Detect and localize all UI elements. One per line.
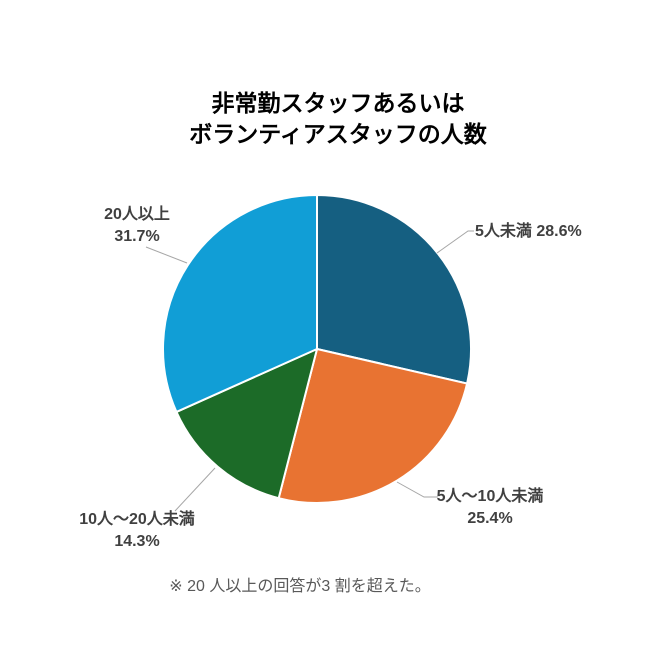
slice-label-value: 25.4% bbox=[467, 510, 513, 527]
slice-label-5-to-10: 5人〜10人未満 25.4% bbox=[399, 486, 581, 530]
chart-title: 非常勤スタッフあるいは ボランティアスタッフの人数 bbox=[13, 88, 663, 150]
leader-line-over-20 bbox=[145, 246, 188, 264]
slice-label-value: 31.7% bbox=[114, 228, 160, 245]
pie-slice-10-to-20 bbox=[175, 348, 318, 500]
chart-title-line-1: 非常勤スタッフあるいは bbox=[211, 90, 465, 116]
leader-line-10-to-20 bbox=[174, 467, 216, 512]
slice-label-under-5: 5人未満 28.6% bbox=[475, 221, 582, 243]
slice-label-10-to-20: 10人〜20人未満 14.3% bbox=[46, 509, 228, 553]
slice-label-value: 14.3% bbox=[114, 533, 160, 550]
slice-label-text: 20人以上 bbox=[104, 206, 170, 223]
slice-label-text: 5人〜10人未満 bbox=[436, 488, 544, 505]
pie-slice-5-to-10 bbox=[277, 348, 469, 504]
slice-label-over-20: 20人以上 31.7% bbox=[66, 204, 208, 248]
pie-slice-over-20 bbox=[162, 194, 318, 413]
slice-label-text: 10人〜20人未満 bbox=[79, 511, 195, 528]
leader-line-under-5 bbox=[436, 230, 474, 254]
footnote: ※ 20 人以上の回答が3 割を超えた。 bbox=[169, 578, 431, 595]
chart-title-line-2: ボランティアスタッフの人数 bbox=[189, 121, 487, 147]
slice-label-text: 5人未満 28.6% bbox=[475, 223, 582, 240]
leader-line-5-to-10 bbox=[396, 481, 438, 498]
